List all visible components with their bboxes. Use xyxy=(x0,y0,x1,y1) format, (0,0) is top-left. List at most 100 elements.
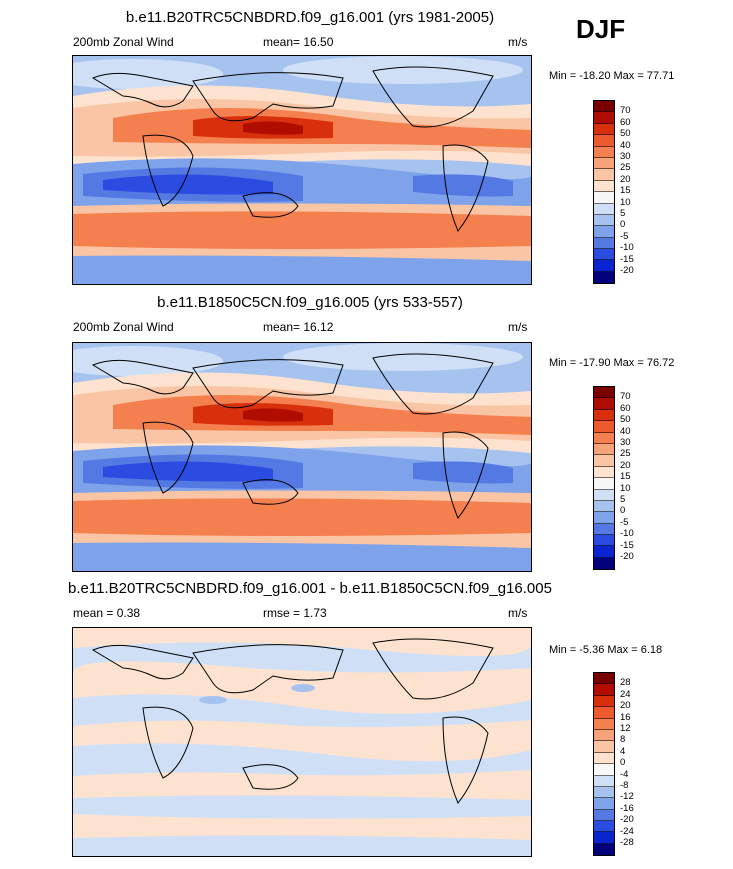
colorbar-tick-label: 5 xyxy=(620,208,626,219)
colorbar-box xyxy=(594,135,614,147)
colorbar-box xyxy=(594,546,614,558)
colorbar-box xyxy=(594,214,614,227)
colorbar-box xyxy=(594,478,614,490)
units-label: m/s xyxy=(508,35,528,49)
colorbar-box xyxy=(594,432,614,444)
variable-label: 200mb Zonal Wind xyxy=(73,320,174,334)
colorbar-tick-label: 28 xyxy=(620,677,631,689)
colorbar-box xyxy=(594,112,614,124)
difference-map xyxy=(72,627,532,857)
zonal-wind-map xyxy=(72,342,532,572)
colorbar-box xyxy=(594,764,614,776)
colorbar-tick-label: -10 xyxy=(620,242,634,254)
colorbar-box xyxy=(594,146,614,158)
colorbar-tick-label: -5 xyxy=(620,516,629,528)
colorbar-box xyxy=(594,798,614,810)
colorbar-box xyxy=(594,398,614,410)
variable-label: 200mb Zonal Wind xyxy=(73,35,174,49)
colorbar xyxy=(593,386,615,571)
colorbar-box xyxy=(594,101,614,113)
colorbar-tick-label: 50 xyxy=(620,128,631,140)
colorbar-box xyxy=(594,557,614,570)
panel-title: b.e11.B20TRC5CNBDRD.f09_g16.001 - b.e11.… xyxy=(68,580,552,597)
colorbar-tick-label: -15 xyxy=(620,253,634,265)
colorbar-box xyxy=(594,695,614,708)
colorbar-box xyxy=(594,271,614,284)
colorbar-tick-label: -8 xyxy=(620,780,629,791)
colorbar-box xyxy=(594,523,614,536)
colorbar-tick-label: 50 xyxy=(620,414,631,426)
colorbar-box xyxy=(594,455,614,467)
panel-title: b.e11.B20TRC5CNBDRD.f09_g16.001 (yrs 198… xyxy=(125,9,495,26)
colorbar-box xyxy=(594,707,614,719)
colorbar-box xyxy=(594,237,614,250)
colorbar-tick-label: 0 xyxy=(620,505,626,517)
colorbar-tick-label: -20 xyxy=(620,551,634,562)
colorbar-tick-label: 20 xyxy=(620,700,631,712)
colorbar-tick-label: 70 xyxy=(620,391,631,403)
colorbar-box xyxy=(594,443,614,456)
colorbar xyxy=(593,672,615,857)
colorbar-box xyxy=(594,718,614,730)
colorbar-tick-label: 24 xyxy=(620,688,631,700)
colorbar-box xyxy=(594,500,614,513)
colorbar-box xyxy=(594,752,614,765)
colorbar-box xyxy=(594,409,614,422)
units-label: m/s xyxy=(508,320,528,334)
colorbar-box xyxy=(594,489,614,501)
colorbar-tick-label: 25 xyxy=(620,448,631,460)
colorbar-tick-label: 60 xyxy=(620,116,631,128)
colorbar-tick-label: -16 xyxy=(620,802,634,814)
colorbar-tick-label: -12 xyxy=(620,791,634,803)
colorbar-tick-label: 10 xyxy=(620,196,631,208)
colorbar-box xyxy=(594,821,614,833)
colorbar-tick-label: 10 xyxy=(620,482,631,494)
colorbar-tick-label: 15 xyxy=(620,185,631,197)
colorbar-box xyxy=(594,775,614,787)
colorbar-tick-label: 40 xyxy=(620,139,631,151)
colorbar-box xyxy=(594,673,614,685)
colorbar-box xyxy=(594,249,614,261)
colorbar-box xyxy=(594,512,614,524)
colorbar-tick-label: 30 xyxy=(620,151,631,162)
colorbar-box xyxy=(594,387,614,399)
colorbar-tick-label: 20 xyxy=(620,459,631,471)
colorbar-tick-label: -10 xyxy=(620,528,634,540)
mean-label: mean = 0.38 xyxy=(73,606,141,620)
colorbar-box xyxy=(594,180,614,193)
colorbar-box xyxy=(594,466,614,479)
colorbar-tick-label: -20 xyxy=(620,265,634,276)
min-max-label: Min = -17.90 Max = 76.72 xyxy=(549,357,675,369)
colorbar-tick-label: -28 xyxy=(620,837,634,848)
units-label: m/s xyxy=(508,606,528,620)
colorbar-box xyxy=(594,535,614,547)
colorbar-tick-label: 25 xyxy=(620,162,631,174)
colorbar-tick-label: 12 xyxy=(620,723,631,734)
colorbar-box xyxy=(594,786,614,799)
colorbar-box xyxy=(594,203,614,215)
colorbar-box xyxy=(594,809,614,822)
colorbar-tick-label: -24 xyxy=(620,825,634,837)
mean-label: mean= 16.12 xyxy=(263,320,334,334)
colorbar-box xyxy=(594,169,614,181)
colorbar-tick-label: 60 xyxy=(620,402,631,414)
colorbar-tick-label: 8 xyxy=(620,734,626,746)
colorbar-tick-label: 16 xyxy=(620,711,631,723)
colorbar-tick-label: 40 xyxy=(620,425,631,437)
colorbar-tick-label: 70 xyxy=(620,105,631,117)
colorbar-box xyxy=(594,157,614,170)
colorbar-tick-label: 4 xyxy=(620,745,626,757)
mean-label: mean= 16.50 xyxy=(263,35,334,49)
colorbar-tick-label: 30 xyxy=(620,437,631,448)
colorbar-box xyxy=(594,123,614,136)
zonal-wind-map xyxy=(72,55,532,285)
colorbar-tick-label: 0 xyxy=(620,219,626,231)
colorbar-box xyxy=(594,729,614,742)
min-max-label: Min = -5.36 Max = 6.18 xyxy=(549,644,663,656)
colorbar-tick-label: 20 xyxy=(620,173,631,185)
colorbar-tick-label: -4 xyxy=(620,768,629,780)
colorbar-box xyxy=(594,832,614,844)
colorbar-box xyxy=(594,226,614,238)
colorbar-tick-label: 5 xyxy=(620,494,626,505)
season-label: DJF xyxy=(576,14,626,44)
